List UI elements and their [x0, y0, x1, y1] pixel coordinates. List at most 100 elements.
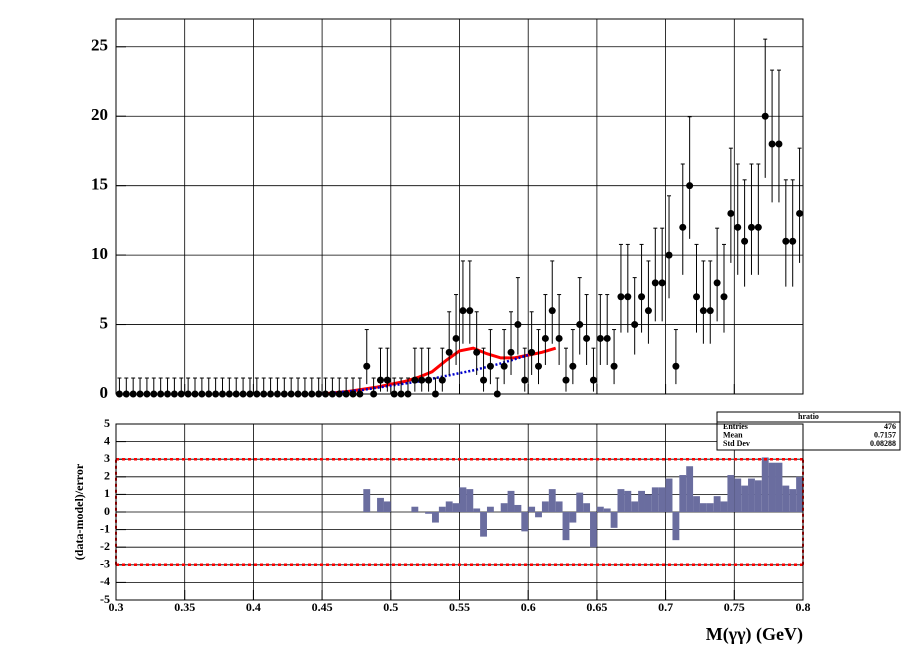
- data-point: [775, 140, 783, 148]
- bar: [528, 506, 536, 512]
- data-point: [514, 321, 522, 329]
- data-point: [562, 376, 570, 384]
- y-tick-label: 0: [104, 504, 110, 518]
- data-point: [500, 362, 508, 370]
- data-point: [466, 307, 474, 315]
- bar: [507, 490, 515, 512]
- y-tick-label: 0: [100, 383, 109, 402]
- bar: [363, 489, 371, 512]
- bar: [486, 506, 494, 512]
- y-tick-label: 5: [104, 416, 110, 430]
- y-tick-label: -3: [100, 557, 110, 571]
- data-point: [596, 334, 604, 342]
- data-point: [761, 112, 769, 120]
- data-point: [376, 376, 384, 384]
- data-point: [583, 334, 591, 342]
- bar: [617, 489, 625, 512]
- fit-curve: [321, 346, 557, 396]
- bar: [624, 490, 632, 512]
- bar: [500, 503, 508, 512]
- bar: [658, 487, 666, 512]
- y-tick-label: 1: [104, 486, 110, 500]
- bar: [741, 485, 749, 512]
- bar: [699, 503, 707, 512]
- bar: [480, 512, 487, 537]
- bar: [644, 494, 652, 512]
- stats-label: Std Dev: [723, 439, 750, 448]
- data-point: [569, 362, 577, 370]
- x-tick-label: 0.7: [658, 600, 673, 614]
- data-point: [631, 321, 639, 329]
- bar: [596, 506, 604, 512]
- stats-box: [716, 411, 901, 451]
- data-point: [706, 307, 714, 315]
- data-point: [782, 237, 790, 245]
- y-tick-label: 5: [100, 313, 109, 332]
- x-tick-label: 0.6: [521, 600, 536, 614]
- data-point: [507, 348, 515, 356]
- bar: [768, 462, 776, 512]
- bar: [727, 475, 735, 512]
- bar: [679, 475, 687, 512]
- data-point: [727, 209, 735, 217]
- x-tick-label: 0.75: [724, 600, 745, 614]
- bar: [686, 466, 694, 512]
- data-point: [672, 362, 680, 370]
- data-point: [658, 279, 666, 287]
- data-point: [480, 376, 488, 384]
- bar: [775, 462, 783, 512]
- data-point: [741, 237, 749, 245]
- bar: [383, 501, 391, 512]
- bar: [541, 501, 549, 512]
- data-point: [603, 334, 611, 342]
- y-tick-label: 10: [91, 244, 108, 263]
- x-tick-label: 0.5: [383, 600, 398, 614]
- y-axis-label: (data-model)/error: [72, 463, 86, 560]
- bar: [789, 489, 797, 512]
- bar: [535, 512, 542, 518]
- bar: [514, 504, 522, 512]
- data-point: [576, 321, 584, 329]
- bar: [638, 490, 645, 512]
- bar: [590, 512, 597, 548]
- bar: [603, 508, 611, 512]
- data-point: [445, 348, 453, 356]
- data-point: [638, 293, 646, 301]
- data-point: [411, 376, 419, 384]
- x-tick-label: 0.8: [796, 600, 811, 614]
- x-axis-label: M(γγ) (GeV): [706, 624, 803, 645]
- stats-label: Entries: [723, 422, 748, 431]
- y-tick-label: 2: [104, 469, 110, 483]
- bar: [706, 503, 714, 512]
- data-point: [713, 279, 721, 287]
- data-point: [521, 376, 529, 384]
- bar: [583, 503, 591, 512]
- data-point: [541, 334, 549, 342]
- bar: [665, 478, 673, 512]
- bar: [438, 506, 446, 512]
- bar: [555, 501, 563, 512]
- data-point: [555, 334, 563, 342]
- bar: [672, 512, 680, 541]
- data-point: [651, 279, 659, 287]
- x-tick-label: 0.55: [449, 600, 470, 614]
- data-point: [754, 223, 762, 231]
- x-tick-label: 0.45: [312, 600, 333, 614]
- stats-value: 0.08288: [870, 439, 896, 448]
- data-point: [720, 293, 728, 301]
- bar: [466, 489, 474, 512]
- data-point: [528, 348, 536, 356]
- y-tick-label: 25: [91, 36, 108, 55]
- stats-title: hratio: [798, 412, 819, 421]
- data-point: [363, 362, 371, 370]
- y-tick-label: 20: [91, 105, 108, 124]
- data-point: [438, 376, 446, 384]
- data-point: [383, 376, 391, 384]
- y-tick-label: 3: [104, 451, 110, 465]
- bar: [377, 497, 384, 512]
- plot-border: [115, 18, 804, 395]
- data-point: [418, 376, 426, 384]
- bar: [445, 501, 453, 512]
- bar: [548, 489, 556, 512]
- data-point: [679, 223, 687, 231]
